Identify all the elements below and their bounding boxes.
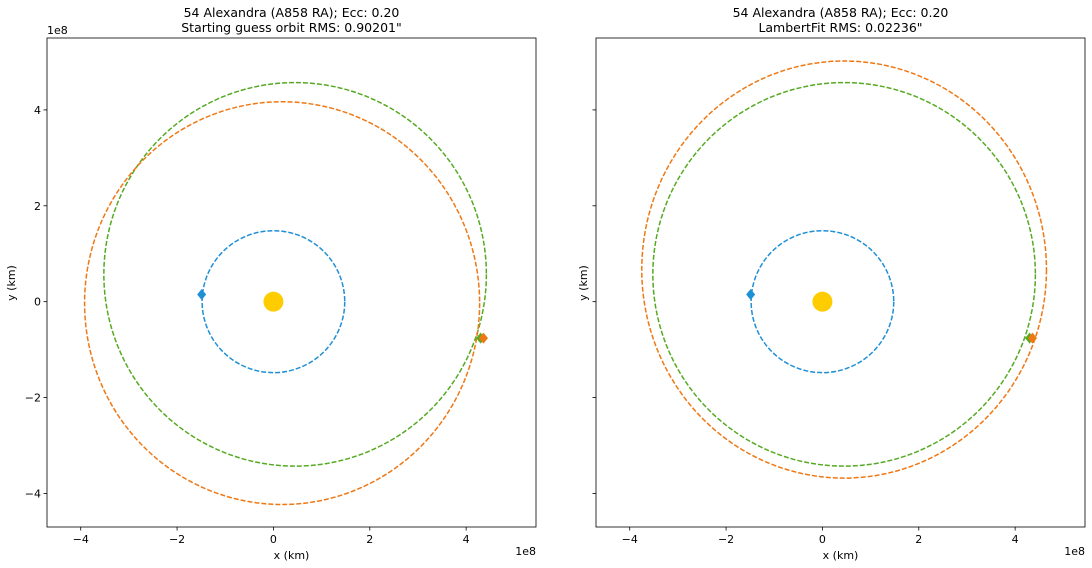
left-x-offset-label: 1e8 (515, 545, 536, 558)
left-sun-marker (263, 291, 284, 312)
left-y-tick-label: −4 (25, 487, 41, 500)
left-plot-area (83, 81, 488, 506)
left-x-tick-label: 2 (366, 533, 373, 546)
left-x-tick-label: 4 (463, 533, 470, 546)
left-x-tick-label: −2 (169, 533, 185, 546)
right-orbit-earth-path (750, 229, 895, 374)
left-x-tick-label: −4 (73, 533, 89, 546)
right-x-axis-label: x (km) (823, 549, 859, 562)
right-x-tick-label: −4 (622, 533, 638, 546)
right-tick-group: −4 −2 0 2 4 (592, 109, 1019, 546)
left-y-axis-label: y (km) (5, 265, 18, 301)
right-x-tick-label: 4 (1012, 533, 1019, 546)
left-x-axis-label: x (km) (274, 549, 310, 562)
left-y-tick-label: 4 (34, 104, 41, 117)
right-orbit-fitted-path (641, 60, 1048, 479)
left-y-offset-label: 1e8 (47, 24, 68, 37)
left-y-tick-label: 0 (34, 296, 41, 309)
right-x-tick-label: −2 (718, 533, 734, 546)
left-plot-subtitle: Starting guess orbit RMS: 0.90201" (181, 20, 401, 35)
left-x-tick-label: 0 (270, 533, 277, 546)
right-orbit-asteroid-path (652, 81, 1037, 467)
right-plot-title: 54 Alexandra (A858 RA); Ecc: 0.20 (733, 5, 949, 20)
left-plot-title: 54 Alexandra (A858 RA); Ecc: 0.20 (184, 5, 400, 20)
left-orbit-asteroid-path (103, 81, 488, 467)
right-axes-frame (595, 37, 1086, 528)
right-x-offset-label: 1e8 (1064, 545, 1085, 558)
left-axes-frame (46, 37, 537, 528)
left-tick-group: −4 −2 0 2 4 −4 −2 0 2 4 (25, 104, 470, 546)
left-y-tick-label: 2 (34, 200, 41, 213)
left-orbit-plot: 54 Alexandra (A858 RA); Ecc: 0.20 Starti… (5, 5, 537, 562)
left-orbit-fitted-path (83, 101, 481, 506)
right-fitted-position-marker (1027, 332, 1037, 344)
right-plot-subtitle: LambertFit RMS: 0.02236" (758, 20, 922, 35)
right-x-tick-label: 2 (915, 533, 922, 546)
left-fitted-position-marker (478, 332, 488, 344)
right-plot-area (641, 60, 1048, 479)
right-x-tick-label: 0 (819, 533, 826, 546)
left-orbit-earth-path (201, 229, 346, 374)
right-orbit-plot: 54 Alexandra (A858 RA); Ecc: 0.20 Lamber… (577, 5, 1086, 562)
left-earth-position-marker (197, 288, 207, 300)
right-sun-marker (812, 291, 833, 312)
left-y-tick-label: −2 (25, 392, 41, 405)
right-y-axis-label: y (km) (577, 265, 590, 301)
right-earth-position-marker (746, 288, 756, 300)
